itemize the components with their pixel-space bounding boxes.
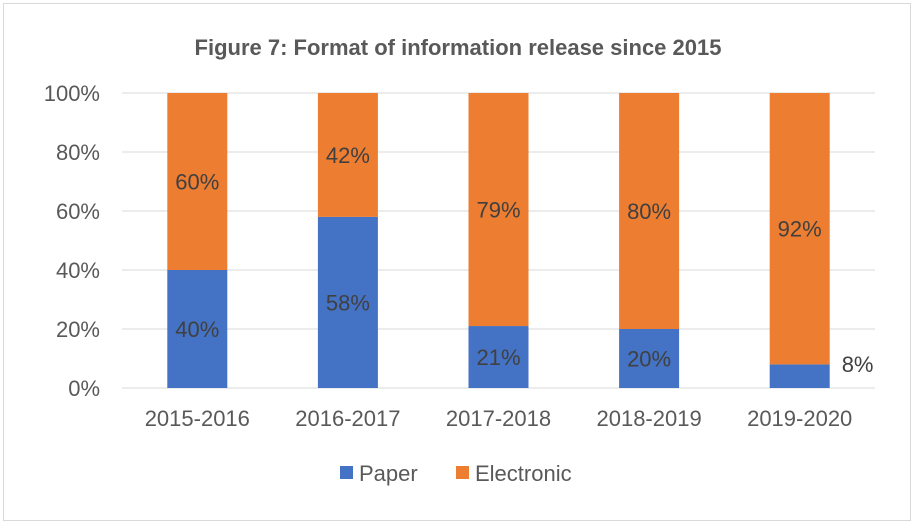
y-tick-label: 60%: [56, 199, 100, 224]
x-tick-label: 2019-2020: [747, 406, 852, 431]
bar-electronic: [317, 93, 378, 217]
chart-title: Figure 7: Format of information release …: [195, 35, 722, 60]
data-label: 21%: [476, 345, 520, 370]
x-tick-label: 2016-2017: [295, 406, 400, 431]
data-label: 42%: [326, 143, 370, 168]
chart-frame: [3, 3, 911, 521]
data-label: 20%: [627, 347, 671, 372]
y-tick-label: 20%: [56, 317, 100, 342]
legend-swatch-paper: [340, 466, 353, 479]
data-label: 58%: [326, 290, 370, 315]
x-tick-label: 2015-2016: [145, 406, 250, 431]
legend-swatch-electronic: [456, 466, 469, 479]
bar-paper: [769, 364, 830, 388]
data-label: 92%: [778, 217, 822, 242]
data-label: 80%: [627, 199, 671, 224]
bar-electronic: [468, 93, 529, 327]
y-tick-label: 80%: [56, 140, 100, 165]
bar-electronic: [167, 93, 228, 270]
data-label: 79%: [476, 198, 520, 223]
y-tick-label: 100%: [44, 81, 100, 106]
bar-paper: [619, 329, 680, 388]
bar-paper: [468, 326, 529, 388]
bar-electronic: [769, 93, 830, 365]
bar-paper: [167, 270, 228, 388]
data-label: 40%: [175, 317, 219, 342]
legend-label-electronic: Electronic: [475, 461, 572, 486]
y-tick-label: 40%: [56, 258, 100, 283]
data-label: 60%: [175, 170, 219, 195]
bar-electronic: [619, 93, 680, 329]
bar-paper: [317, 216, 378, 388]
legend-label-paper: Paper: [359, 461, 418, 486]
x-tick-label: 2018-2019: [596, 406, 701, 431]
data-label: 8%: [842, 352, 874, 377]
x-tick-label: 2017-2018: [446, 406, 551, 431]
y-tick-label: 0%: [68, 376, 100, 401]
